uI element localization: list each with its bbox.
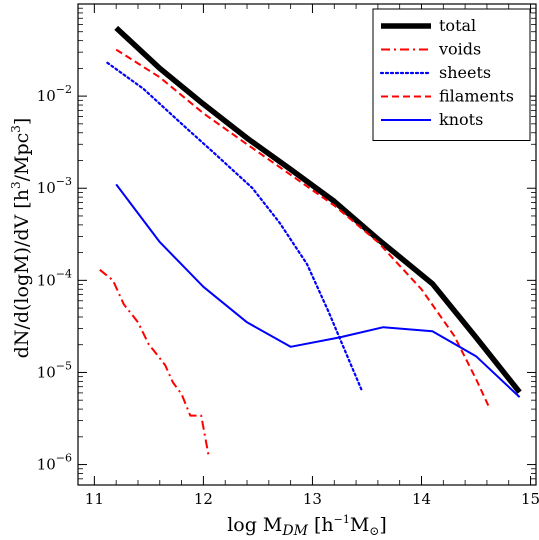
x-tick-label: 13 xyxy=(303,490,322,508)
x-tick-label: 12 xyxy=(194,490,213,508)
y-tick-label: 10−6 xyxy=(37,452,72,474)
legend-label-sheets: sheets xyxy=(439,63,491,82)
legend-box xyxy=(372,8,531,141)
y-axis-label: dN/d(logM)/dV [h3/Mpc3] xyxy=(9,118,33,359)
series-line-filaments xyxy=(115,48,491,408)
plot-frame xyxy=(77,3,537,486)
x-axis-label: log MDM [h−1M⊙] xyxy=(227,513,387,539)
x-tick-label: 11 xyxy=(85,490,104,508)
series-line-knots xyxy=(115,183,521,398)
series-layer xyxy=(99,25,522,458)
ticks-layer: 11 12 13 14 15 10−6 10−5 10−4 10−3 10−2 xyxy=(37,4,539,508)
x-tick-label: 14 xyxy=(412,490,431,508)
legend-label-voids: voids xyxy=(438,40,481,59)
legend-label-total: total xyxy=(439,16,476,35)
series-line-sheets xyxy=(106,61,363,391)
series-line-total xyxy=(114,25,522,394)
y-tick-label: 10−3 xyxy=(37,175,72,197)
series-line-voids xyxy=(99,269,210,458)
legend-label-knots: knots xyxy=(439,110,483,129)
legend-label-filaments: filaments xyxy=(439,87,514,106)
y-tick-label: 10−4 xyxy=(37,267,72,289)
y-tick-label: 10−5 xyxy=(37,359,72,381)
x-tick-label: 15 xyxy=(521,490,539,508)
y-tick-label: 10−2 xyxy=(37,83,72,105)
legend: total voids sheets filaments knots xyxy=(372,8,531,141)
